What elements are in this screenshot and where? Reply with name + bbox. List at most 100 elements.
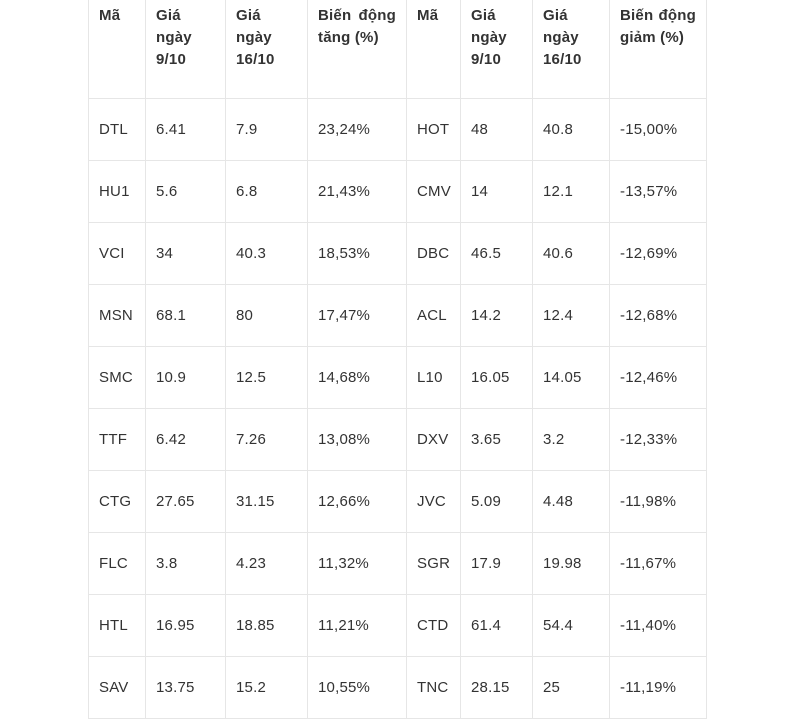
cell-down-change: -11,98% [609,470,707,533]
cell-down-price-16: 12.1 [532,160,610,223]
cell-down-price-9: 17.9 [460,532,533,595]
cell-up-code: FLC [88,532,146,595]
header-price-9-up-l3: 9/10 [156,51,186,68]
cell-up-price-16: 4.23 [225,532,308,595]
cell-up-price-16: 40.3 [225,222,308,285]
cell-down-price-16: 12.4 [532,284,610,347]
cell-down-price-16: 4.48 [532,470,610,533]
cell-up-change: 12,66% [307,470,407,533]
cell-down-code: CMV [406,160,461,223]
table-row: HTL 16.95 18.85 11,21% CTD 61.4 54.4 -11… [88,594,707,657]
header-price-9-down-l1: Giá [471,7,496,24]
cell-up-price-16: 7.9 [225,98,308,161]
cell-down-code: DBC [406,222,461,285]
cell-up-price-16: 7.26 [225,408,308,471]
cell-down-code: JVC [406,470,461,533]
cell-down-change: -12,33% [609,408,707,471]
cell-down-code: DXV [406,408,461,471]
table-row: CTG 27.65 31.15 12,66% JVC 5.09 4.48 -11… [88,470,707,533]
cell-up-price-9: 3.8 [145,532,226,595]
header-code-down: Mã [406,0,461,99]
cell-up-price-16: 6.8 [225,160,308,223]
cell-up-code: SAV [88,656,146,719]
header-code-down-text: Mã [417,7,439,24]
header-change-down: Biến động giảm (%) [609,0,707,99]
cell-up-price-9: 68.1 [145,284,226,347]
cell-up-price-16: 15.2 [225,656,308,719]
cell-up-price-16: 31.15 [225,470,308,533]
cell-up-change: 11,32% [307,532,407,595]
cell-down-price-9: 48 [460,98,533,161]
cell-down-price-16: 25 [532,656,610,719]
table-row: TTF 6.42 7.26 13,08% DXV 3.65 3.2 -12,33… [88,408,707,471]
cell-up-change: 23,24% [307,98,407,161]
header-change-up-l2: tăng (%) [318,29,379,46]
table-row: MSN 68.1 80 17,47% ACL 14.2 12.4 -12,68% [88,284,707,347]
header-price-16-up-l1: Giá ngày [236,7,272,46]
table-body: DTL 6.41 7.9 23,24% HOT 48 40.8 -15,00% … [88,98,707,719]
cell-down-price-16: 19.98 [532,532,610,595]
table-row: SMC 10.9 12.5 14,68% L10 16.05 14.05 -12… [88,346,707,409]
header-price-9-down-l2: ngày [471,29,507,46]
cell-up-price-9: 6.41 [145,98,226,161]
cell-up-change: 11,21% [307,594,407,657]
cell-down-change: -12,69% [609,222,707,285]
stock-table-container: Mã Giá ngày 9/10 Giá ngày 16/10 Biến độn… [88,0,707,719]
cell-down-change: -13,57% [609,160,707,223]
cell-up-code: HTL [88,594,146,657]
cell-up-price-9: 13.75 [145,656,226,719]
cell-up-price-16: 12.5 [225,346,308,409]
cell-up-price-9: 6.42 [145,408,226,471]
cell-up-price-9: 34 [145,222,226,285]
cell-down-change: -11,67% [609,532,707,595]
header-price-16-up: Giá ngày 16/10 [225,0,308,99]
cell-down-change: -15,00% [609,98,707,161]
header-change-down-l2: giảm (%) [620,29,685,46]
header-price-9-up: Giá ngày 9/10 [145,0,226,99]
cell-down-price-9: 61.4 [460,594,533,657]
cell-up-price-9: 27.65 [145,470,226,533]
header-price-9-up-l2: ngày [156,29,192,46]
header-row: Mã Giá ngày 9/10 Giá ngày 16/10 Biến độn… [88,0,707,99]
cell-up-change: 10,55% [307,656,407,719]
cell-down-change: -11,40% [609,594,707,657]
cell-up-code: SMC [88,346,146,409]
cell-down-code: CTD [406,594,461,657]
header-price-9-up-l1: Giá [156,7,181,24]
table-row: DTL 6.41 7.9 23,24% HOT 48 40.8 -15,00% [88,98,707,161]
table-row: VCI 34 40.3 18,53% DBC 46.5 40.6 -12,69% [88,222,707,285]
cell-up-code: HU1 [88,160,146,223]
cell-down-price-16: 40.8 [532,98,610,161]
stock-change-table: Mã Giá ngày 9/10 Giá ngày 16/10 Biến độn… [88,0,707,719]
cell-down-change: -12,68% [609,284,707,347]
table-header: Mã Giá ngày 9/10 Giá ngày 16/10 Biến độn… [88,0,707,99]
header-change-up-l1: Biến động [318,7,396,24]
cell-down-change: -12,46% [609,346,707,409]
header-price-16-down-l2: ngày [543,29,579,46]
header-price-9-down-l3: 9/10 [471,51,501,68]
cell-down-price-16: 14.05 [532,346,610,409]
cell-down-code: L10 [406,346,461,409]
cell-down-change: -11,19% [609,656,707,719]
cell-up-price-9: 16.95 [145,594,226,657]
cell-up-code: CTG [88,470,146,533]
cell-up-code: MSN [88,284,146,347]
cell-down-price-9: 28.15 [460,656,533,719]
header-change-down-l1: Biến động [620,7,696,24]
cell-up-change: 13,08% [307,408,407,471]
cell-up-change: 17,47% [307,284,407,347]
cell-up-code: TTF [88,408,146,471]
cell-up-price-16: 18.85 [225,594,308,657]
table-row: HU1 5.6 6.8 21,43% CMV 14 12.1 -13,57% [88,160,707,223]
cell-down-price-9: 46.5 [460,222,533,285]
header-price-9-down: Giá ngày 9/10 [460,0,533,99]
cell-down-price-16: 40.6 [532,222,610,285]
cell-down-code: TNC [406,656,461,719]
cell-up-price-9: 10.9 [145,346,226,409]
table-row: SAV 13.75 15.2 10,55% TNC 28.15 25 -11,1… [88,656,707,719]
cell-down-price-9: 14 [460,160,533,223]
header-price-16-down: Giá ngày 16/10 [532,0,610,99]
cell-up-price-16: 80 [225,284,308,347]
cell-down-code: ACL [406,284,461,347]
cell-down-price-16: 3.2 [532,408,610,471]
